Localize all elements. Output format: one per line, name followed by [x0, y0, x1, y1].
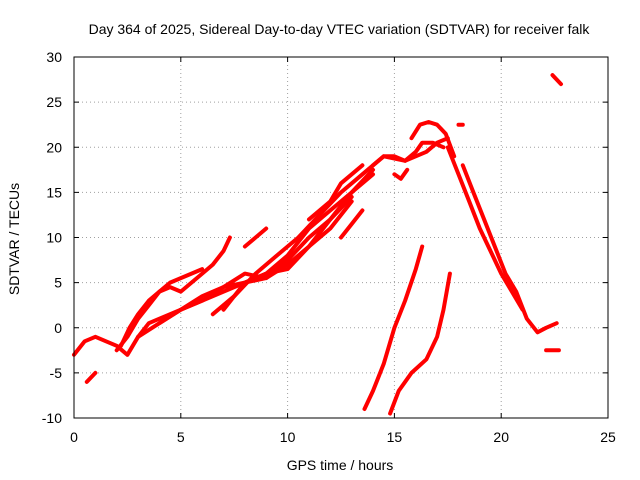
grid	[74, 57, 608, 418]
series-track-11	[307, 163, 365, 222]
series-track-12	[339, 208, 365, 240]
x-tick-label: 0	[70, 429, 78, 445]
series-track-21	[362, 244, 425, 411]
y-axis-label: SDTVAR / TECUs	[6, 183, 22, 295]
series-track-10	[242, 226, 269, 249]
x-tick-label: 5	[177, 429, 185, 445]
tick-layer: 0 5 10 15 20 25 -10 -5 0 5 10 15 20 25 30	[42, 49, 616, 445]
x-axis-label: GPS time / hours	[287, 457, 394, 473]
chart-title: Day 364 of 2025, Sidereal Day-to-day VTE…	[89, 21, 591, 37]
series-track-2	[84, 370, 98, 384]
series-track-17	[460, 163, 559, 335]
series-track-18	[445, 145, 525, 312]
y-tick-label: 30	[46, 49, 62, 65]
series-track-7	[178, 167, 375, 312]
series-track-8	[210, 136, 450, 317]
series-track-3	[119, 235, 232, 348]
y-tick-label: 15	[46, 184, 62, 200]
y-tick-label: 0	[54, 320, 62, 336]
series-track-4	[114, 267, 205, 353]
x-tick-label: 25	[600, 429, 616, 445]
x-tick-label: 10	[280, 429, 296, 445]
y-tick-label: 25	[46, 94, 62, 110]
y-tick-label: -5	[50, 365, 63, 381]
series-track-14	[392, 167, 410, 181]
series-track-13	[371, 140, 446, 168]
y-tick-label: 10	[46, 230, 62, 246]
y-tick-label: -10	[42, 410, 62, 426]
data-layer	[72, 73, 563, 416]
x-tick-label: 15	[387, 429, 403, 445]
series-track-22	[388, 271, 452, 416]
series-track-20	[550, 73, 563, 87]
y-tick-label: 20	[46, 139, 62, 155]
y-tick-label: 5	[54, 275, 62, 291]
series-track-1	[72, 307, 183, 357]
series-track-9	[221, 172, 375, 312]
series-track-15	[409, 120, 457, 159]
x-tick-label: 20	[493, 429, 509, 445]
